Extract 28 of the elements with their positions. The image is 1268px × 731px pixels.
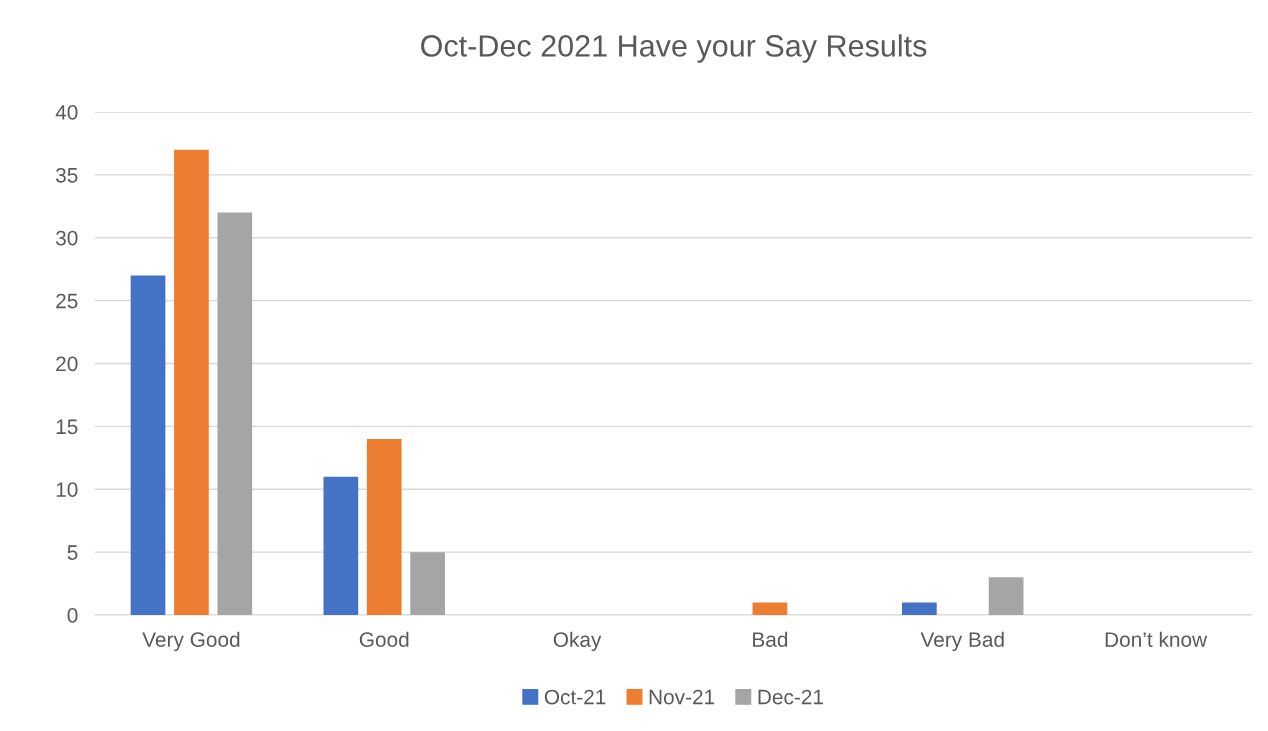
legend-label: Nov-21 — [649, 689, 715, 705]
bar — [410, 552, 445, 615]
bar — [902, 602, 937, 615]
y-tick-label: 5 — [67, 545, 78, 560]
bar — [174, 149, 209, 615]
legend-label: Dec-21 — [758, 689, 823, 705]
x-tick-label: Okay — [553, 631, 602, 652]
y-tick-label: 10 — [56, 482, 78, 497]
x-tick-label: Very Bad — [920, 631, 1004, 652]
x-tick-label: Don’t know — [1105, 631, 1208, 647]
x-tick-label: Good — [359, 631, 409, 647]
bar — [366, 438, 402, 615]
y-tick-label: 15 — [56, 419, 78, 435]
y-tick-label: 20 — [56, 356, 78, 372]
x-tick-label: Bad — [753, 631, 788, 647]
chart-title: Oct-Dec 2021 Have your Say Results — [421, 34, 927, 63]
bar — [323, 476, 359, 615]
y-tick-label: 40 — [55, 105, 78, 120]
y-tick-label: 30 — [55, 230, 78, 246]
bar — [988, 577, 1024, 615]
y-tick-label: 35 — [55, 167, 78, 183]
bar — [130, 275, 166, 615]
bar — [752, 602, 788, 615]
y-tick-label: 25 — [56, 293, 78, 309]
y-tick-label: 0 — [67, 608, 78, 623]
x-tick-label: Very Good — [142, 631, 240, 652]
legend-label: Oct-21 — [544, 689, 606, 705]
bar — [217, 212, 253, 615]
